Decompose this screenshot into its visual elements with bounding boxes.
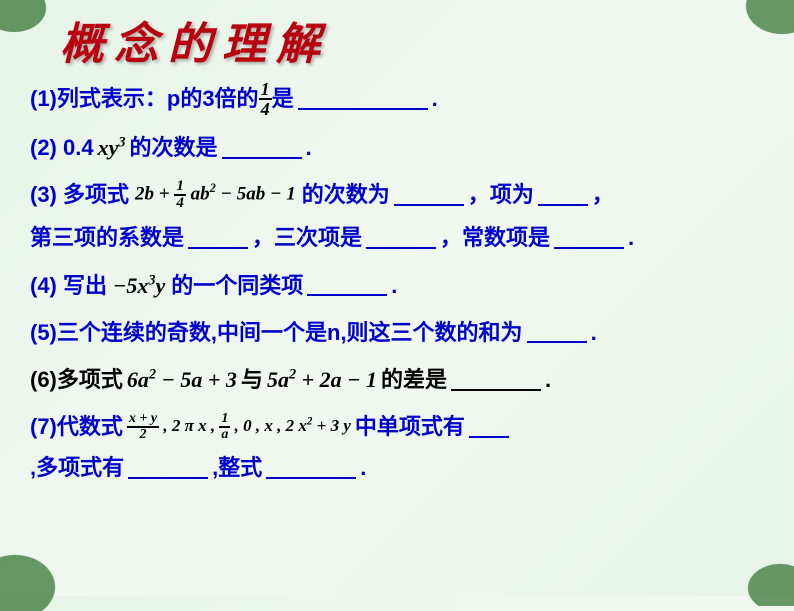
q7-l2a: ,多项式有 bbox=[30, 450, 124, 485]
q3-l2d: . bbox=[628, 220, 634, 255]
q6-suffix: . bbox=[545, 362, 551, 397]
q4-suffix: . bbox=[391, 268, 397, 303]
q3-prefix: (3) 多项式 bbox=[30, 177, 129, 212]
question-6: (6)多项式 6a2 − 5a + 3 与 5a2 + 2a − 1 的差是 . bbox=[30, 362, 764, 397]
question-7: (7)代数式 x + y2 , 2 π x , 1a , 0 , x , 2 x… bbox=[30, 409, 764, 485]
q4-prefix: (4) 写出 bbox=[30, 268, 107, 303]
page-title: 概念的理解 bbox=[30, 8, 764, 72]
q4-mid: 的一个同类项 bbox=[171, 268, 303, 303]
q7-l2c: . bbox=[360, 450, 366, 485]
question-2: (2) 0.4 xy3 的次数是 . bbox=[30, 130, 764, 165]
q5-blank bbox=[527, 321, 587, 343]
q1-prefix: (1)列式表示：p的3倍的 bbox=[30, 81, 259, 116]
q1-fraction: 1 4 bbox=[259, 80, 272, 118]
q6-poly2: 5a2 + 2a − 1 bbox=[267, 362, 377, 397]
q2-mid: 的次数是 bbox=[130, 130, 218, 165]
q6-prefix: (6)多项式 bbox=[30, 362, 123, 397]
q6-mid1: 与 bbox=[241, 362, 263, 397]
q6-mid2: 的差是 bbox=[381, 362, 447, 397]
q3-blank1 bbox=[394, 184, 464, 206]
q7-mid1: 中单项式有 bbox=[355, 409, 465, 444]
question-3: (3) 多项式 2b + 1 4 ab2 − 5ab − 1 的次数为 ，项为 … bbox=[30, 177, 764, 255]
q3-l2a: 第三项的系数是 bbox=[30, 220, 184, 255]
question-5: (5)三个连续的奇数,中间一个是n,则这三个数的和为 . bbox=[30, 315, 764, 350]
q4-expr: −5x3y bbox=[113, 268, 165, 303]
q7-l2b: ,整式 bbox=[212, 450, 262, 485]
q2-expr: xy3 bbox=[98, 130, 126, 165]
q5-suffix: . bbox=[591, 315, 597, 350]
q1-suffix: . bbox=[432, 81, 438, 116]
q3-blank3 bbox=[188, 227, 248, 249]
q3-l2c: ，常数项是 bbox=[440, 220, 550, 255]
question-1: (1)列式表示：p的3倍的 1 4 是 . bbox=[30, 80, 764, 118]
question-4: (4) 写出 −5x3y 的一个同类项 . bbox=[30, 268, 764, 303]
q2-blank bbox=[222, 137, 302, 159]
q1-mid: 是 bbox=[272, 81, 294, 116]
q1-blank bbox=[298, 88, 428, 110]
q5-text: (5)三个连续的奇数,中间一个是n,则这三个数的和为 bbox=[30, 315, 523, 350]
q6-poly1: 6a2 − 5a + 3 bbox=[127, 362, 237, 397]
q7-blank3 bbox=[266, 457, 356, 479]
q7-blank2 bbox=[128, 457, 208, 479]
q3-blank4 bbox=[366, 227, 436, 249]
q2-suffix: . bbox=[306, 130, 312, 165]
q7-prefix: (7)代数式 bbox=[30, 409, 123, 444]
q4-blank bbox=[307, 274, 387, 296]
q3-blank5 bbox=[554, 227, 624, 249]
q3-blank2 bbox=[538, 184, 588, 206]
q3-poly: 2b + 1 4 ab2 − 5ab − 1 bbox=[135, 179, 296, 211]
q3-mid1: 的次数为 bbox=[302, 177, 390, 212]
q2-prefix: (2) 0.4 bbox=[30, 130, 94, 165]
q6-blank bbox=[451, 369, 541, 391]
q7-exprs: x + y2 , 2 π x , 1a , 0 , x , 2 x2 + 3 y bbox=[127, 412, 351, 442]
slide-content: 概念的理解 (1)列式表示：p的3倍的 1 4 是 . (2) 0.4 xy3 … bbox=[0, 0, 794, 508]
q3-mid3: ， bbox=[592, 177, 614, 212]
q7-blank1 bbox=[469, 416, 509, 438]
q3-mid2: ，项为 bbox=[468, 177, 534, 212]
q3-l2b: ，三次项是 bbox=[252, 220, 362, 255]
